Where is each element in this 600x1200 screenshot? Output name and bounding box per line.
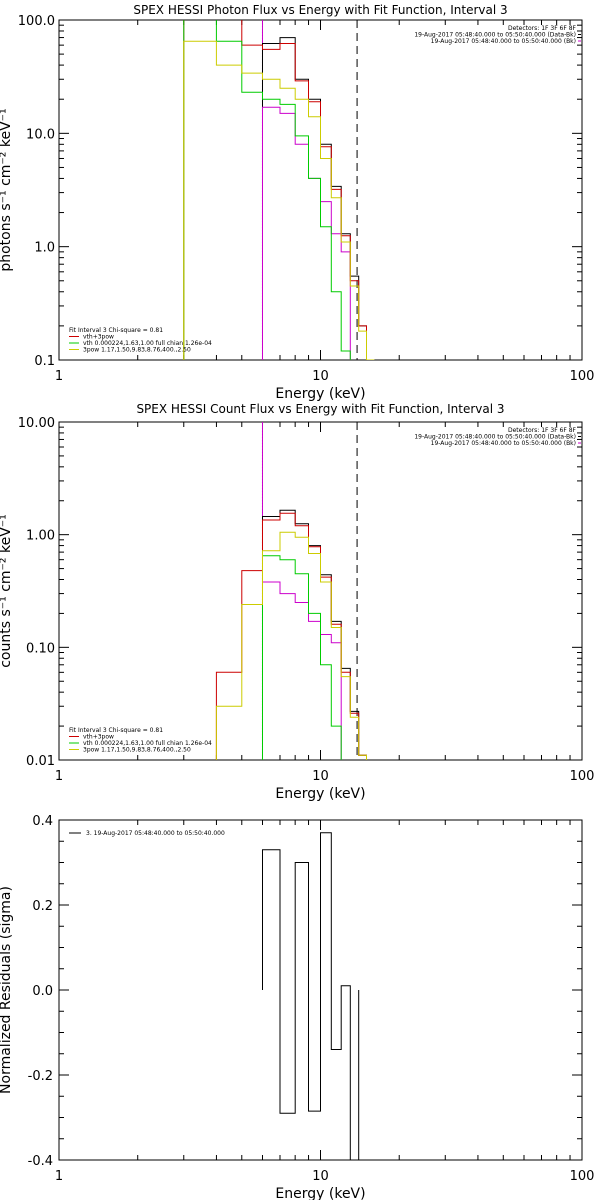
info-text: 19-Aug-2017 05:48:40.000 to 05:50:40.000… — [414, 434, 576, 441]
info-text: Detectors: 1F 3F 6F 8F — [508, 25, 577, 32]
chart-title: SPEX HESSI Photon Flux vs Energy with Fi… — [133, 3, 507, 17]
x-tick-label: 1 — [55, 369, 63, 384]
fit-text: Fit Interval 3 Chi-square = 0.81 — [69, 327, 163, 334]
info-text: 19-Aug-2017 05:48:40.000 to 05:50:40.000… — [414, 32, 576, 39]
y-tick-label: 0.10 — [26, 641, 55, 656]
x-tick-label: 100 — [570, 769, 595, 784]
x-tick-label: 100 — [570, 369, 595, 384]
histogram-series — [215, 531, 367, 760]
y-tick-label: 100.0 — [18, 14, 55, 29]
chart-title: SPEX HESSI Count Flux vs Energy with Fit… — [136, 402, 504, 416]
plot-frame — [58, 421, 583, 761]
histogram-series — [262, 832, 360, 1160]
y-tick-label: 10.00 — [18, 416, 55, 431]
y-tick-label: 0.4 — [32, 814, 53, 829]
chart-panel-2: SPEX HESSI Count Flux vs Energy with Fit… — [0, 402, 595, 802]
y-tick-label: 0.2 — [32, 899, 53, 914]
legend-label: 3. 19-Aug-2017 05:48:40.000 to 05:50:40.… — [86, 830, 225, 837]
y-tick-label: 0.1 — [34, 354, 55, 369]
histogram-series — [262, 555, 342, 760]
y-tick-label: 0.0 — [32, 984, 53, 999]
legend-label: vth 0.000224,1.63,1.00 full chian 1.26e-… — [83, 740, 212, 747]
legend-label: 3pow 1.17,1.50,9.83,8.76,400.,2.50 — [83, 747, 191, 754]
histogram-series — [262, 37, 367, 360]
y-tick-label: 1.0 — [34, 241, 55, 256]
chart-panel-1: SPEX HESSI Photon Flux vs Energy with Fi… — [0, 3, 595, 402]
info-text: Detectors: 1F 3F 6F 8F — [508, 427, 577, 434]
legend-label: vth+3pow — [83, 334, 114, 341]
histogram-series — [262, 581, 342, 760]
chart-panel-3: 1 10 100 -0.4 -0.2 0.0 0.2 0.4 Energy (keV) Norma… — [0, 814, 594, 1200]
x-tick-label: 1 — [55, 769, 63, 784]
histogram-series — [183, 20, 351, 360]
histogram-series — [262, 106, 351, 360]
histogram-series — [183, 20, 367, 360]
histogram-series — [183, 40, 375, 360]
y-tick-label: -0.2 — [28, 1069, 53, 1084]
y-tick-label: 10.0 — [26, 127, 55, 142]
histogram-series — [262, 509, 367, 760]
y-axis-label: Normalized Residuals (sigma) — [0, 886, 14, 1094]
legend-label: vth 0.000224,1.63,1.00 full chian 1.26e-… — [83, 340, 212, 347]
x-tick-label: 10 — [312, 769, 329, 784]
x-axis-label: Energy (keV) — [275, 786, 365, 802]
y-tick-label: 0.01 — [26, 754, 55, 769]
x-tick-label: 1 — [55, 1169, 63, 1184]
plot-area — [215, 422, 367, 760]
x-axis-label: Energy (keV) — [275, 1186, 365, 1200]
legend-label: vth+3pow — [83, 734, 114, 741]
x-tick-label: 100 — [570, 1169, 595, 1184]
y-tick-label: -0.4 — [28, 1154, 53, 1169]
y-axis-label: counts s⁻¹ cm⁻² keV⁻¹ — [0, 514, 14, 668]
plot-area — [262, 832, 360, 1160]
y-tick-label: 1.00 — [26, 529, 55, 544]
fit-text: Fit Interval 3 Chi-square = 0.81 — [69, 727, 163, 734]
info-text: 19-Aug-2017 05:48:40.000 to 05:50:40.000… — [431, 38, 576, 45]
legend-label: 3pow 1.17,1.50,9.83,8.76,400.,2.50 — [83, 347, 191, 354]
x-tick-label: 10 — [312, 1169, 329, 1184]
x-tick-label: 10 — [312, 369, 329, 384]
x-axis-label: Energy (keV) — [275, 386, 365, 402]
plot-area — [183, 20, 375, 360]
y-axis-label: photons s⁻¹ cm⁻² keV⁻¹ — [0, 108, 14, 271]
histogram-series — [215, 512, 367, 760]
info-text: 19-Aug-2017 05:48:40.000 to 05:50:40.000… — [431, 440, 576, 447]
